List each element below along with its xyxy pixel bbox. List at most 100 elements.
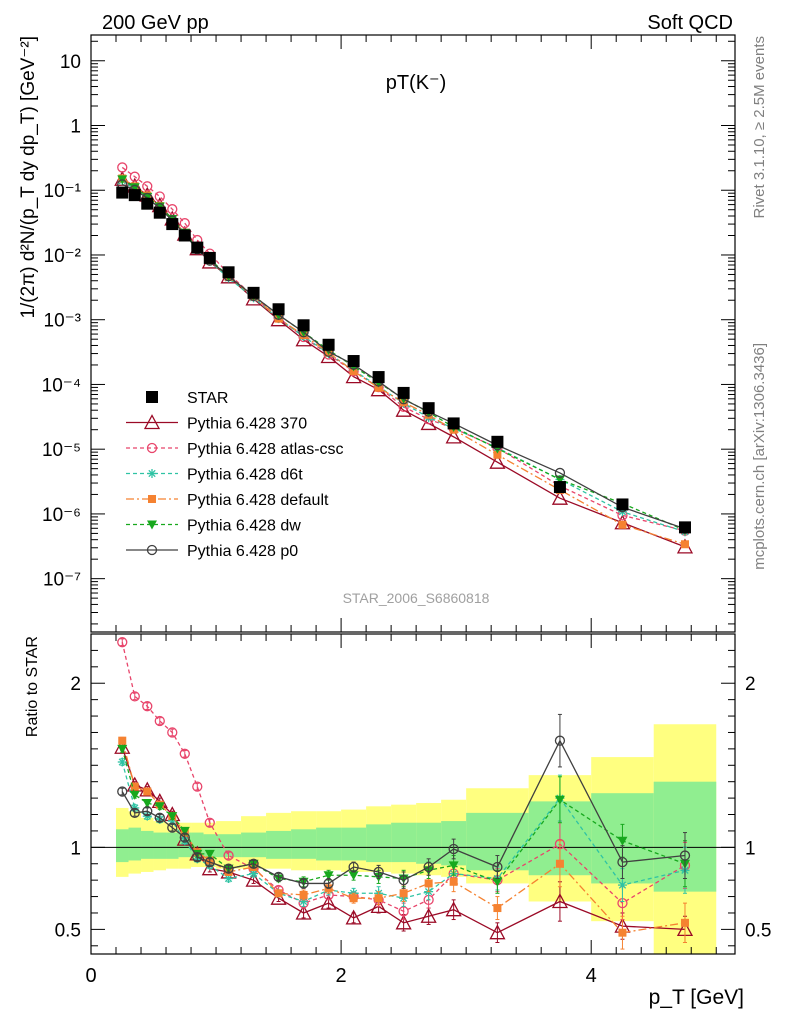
- legend-item: Pythia 6.428 atlas-csc: [126, 441, 344, 458]
- x-tick-label: 2: [336, 965, 347, 987]
- data-point: [680, 918, 689, 927]
- y-tick-label: 10⁻⁶: [42, 505, 81, 526]
- legend-item: Pythia 6.428 default: [126, 492, 329, 509]
- data-point: [118, 736, 127, 745]
- data-point: [166, 218, 179, 231]
- data-point: [167, 727, 178, 738]
- band-stat: [241, 832, 267, 858]
- data-point: [618, 928, 627, 937]
- data-point: [322, 338, 335, 351]
- data-point: [153, 206, 166, 219]
- y-tick-label: 10: [60, 52, 81, 73]
- data-point: [555, 859, 564, 868]
- data-point: [374, 383, 383, 392]
- data-point: [154, 812, 165, 823]
- band-stat: [128, 827, 142, 861]
- data-point: [678, 521, 691, 534]
- data-point: [129, 171, 140, 182]
- y-tick-label: 10⁻⁷: [43, 570, 81, 591]
- data-point: [617, 856, 628, 868]
- data-point: [492, 861, 503, 873]
- header-right: Soft QCD: [647, 12, 733, 34]
- data-point: [489, 453, 506, 469]
- data-point: [273, 871, 284, 883]
- data-point: [167, 204, 178, 215]
- series-line: [121, 177, 686, 545]
- data-point: [117, 637, 128, 648]
- data-point: [551, 489, 569, 505]
- data-point: [422, 402, 435, 415]
- data-point: [204, 849, 215, 859]
- data-point: [192, 781, 203, 792]
- ratio-y-tick-label-right: 1: [745, 838, 756, 859]
- legend-label: Pythia 6.428 370: [187, 416, 307, 433]
- data-point: [299, 896, 309, 906]
- data-point: [247, 286, 260, 299]
- y-tick-label: 10⁻⁴: [42, 375, 81, 396]
- legend-item: Pythia 6.428 p0: [126, 543, 298, 560]
- data-point: [398, 875, 409, 886]
- ratio-y-tick-label: 1: [70, 838, 81, 859]
- data-point: [617, 836, 628, 846]
- data-point: [345, 368, 362, 384]
- data-point: [370, 898, 387, 914]
- data-point: [130, 782, 139, 791]
- data-point: [154, 715, 165, 727]
- data-point: [179, 826, 190, 836]
- series-line: [121, 740, 686, 934]
- data-point: [142, 799, 153, 809]
- ratio-ylabel: Ratio to STAR: [24, 636, 41, 737]
- legend-item: STAR: [146, 390, 228, 407]
- data-point: [129, 691, 140, 702]
- data-point: [323, 871, 334, 881]
- band-stat: [153, 832, 167, 859]
- data-point: [423, 861, 434, 873]
- legend-label: Pythia 6.428 default: [187, 492, 329, 509]
- data-point: [297, 319, 310, 332]
- x-tick-label: 0: [85, 965, 96, 987]
- data-point: [191, 241, 204, 254]
- data-point: [492, 877, 503, 887]
- band-stat: [416, 822, 442, 864]
- data-point: [616, 498, 629, 511]
- series-line: [121, 183, 686, 530]
- data-point: [493, 450, 502, 459]
- data-point: [192, 852, 203, 863]
- band-stat: [266, 830, 292, 859]
- data-point: [320, 894, 337, 910]
- data-point: [223, 863, 234, 874]
- legend-label: Pythia 6.428 dw: [187, 518, 301, 535]
- data-point: [374, 894, 383, 903]
- data-point: [141, 197, 154, 210]
- data-point: [117, 162, 128, 173]
- data-point: [323, 878, 334, 889]
- data-point: [448, 843, 459, 855]
- legend-label: Pythia 6.428 atlas-csc: [187, 441, 344, 458]
- data-point: [178, 229, 191, 242]
- data-point: [117, 744, 128, 754]
- data-point: [554, 467, 566, 479]
- data-point: [179, 748, 190, 759]
- data-point: [447, 417, 460, 430]
- data-point: [449, 877, 458, 886]
- data-point: [129, 790, 140, 800]
- data-point: [618, 520, 627, 529]
- data-point: [680, 540, 689, 549]
- band-stat: [316, 827, 342, 861]
- header-left: 200 GeV pp: [102, 12, 209, 34]
- x-tick-label: 4: [586, 965, 597, 987]
- data-point: [143, 787, 152, 796]
- legend-marker: [143, 414, 161, 430]
- data-point: [203, 251, 216, 264]
- data-point: [445, 428, 462, 444]
- ratio-y-tick-label: 2: [70, 674, 81, 695]
- band-stat: [341, 827, 367, 861]
- data-point: [424, 879, 433, 888]
- main-ylabel: 1/(2π) d²N/(p_T dy dp_T) [GeV⁻²]: [18, 36, 39, 319]
- legend-label: STAR: [187, 390, 228, 407]
- data-point: [399, 889, 408, 898]
- data-point: [245, 871, 262, 887]
- legend-marker: [147, 469, 157, 478]
- data-point: [298, 878, 309, 889]
